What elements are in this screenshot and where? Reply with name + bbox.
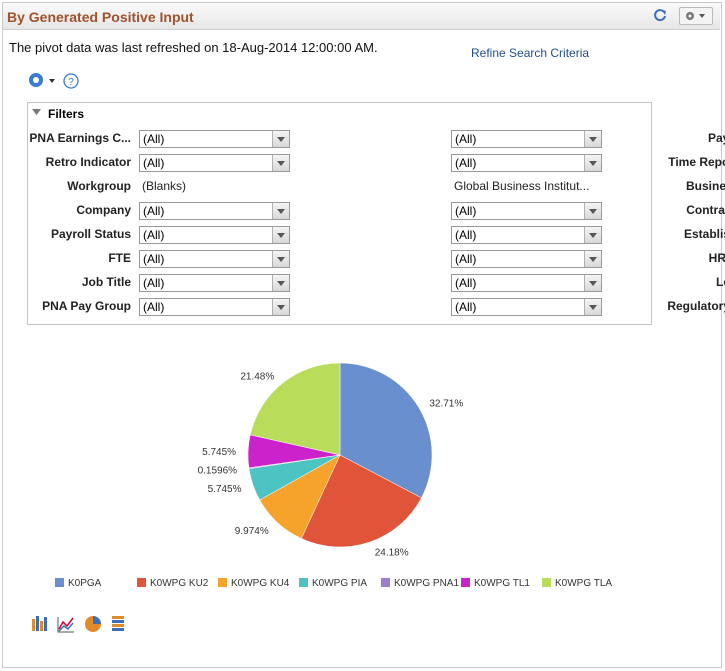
filter-select[interactable]: (All) bbox=[139, 202, 290, 220]
slice-label: 32.71% bbox=[429, 398, 463, 409]
filter-value: (All) bbox=[143, 156, 165, 170]
slice-label: 9.974% bbox=[235, 526, 269, 537]
filter-label: Location bbox=[716, 275, 725, 289]
legend-swatch bbox=[461, 578, 470, 587]
filter-select[interactable]: (All) bbox=[139, 130, 290, 148]
dropdown-button[interactable] bbox=[584, 251, 601, 267]
filter-value: (All) bbox=[143, 276, 165, 290]
toolbar-icons[interactable]: ? bbox=[26, 71, 82, 91]
svg-text:?: ? bbox=[68, 77, 74, 88]
filter-select[interactable]: (All) bbox=[139, 250, 290, 268]
filter-label: Pay Entity bbox=[707, 131, 725, 145]
filter-select[interactable]: (All) bbox=[451, 154, 602, 172]
legend-label: K0PGA bbox=[68, 578, 102, 589]
slice-label: 24.18% bbox=[375, 548, 409, 559]
filter-select[interactable]: (All) bbox=[451, 298, 602, 316]
legend-swatch bbox=[381, 578, 390, 587]
filter-label: Business Unit bbox=[685, 179, 725, 193]
filter-label: Retro Indicator bbox=[45, 155, 131, 169]
filter-select[interactable]: (All) bbox=[451, 250, 602, 268]
filter-label: PNA Pay Group bbox=[42, 299, 131, 313]
legend-label: K0WPG PIA bbox=[312, 578, 367, 589]
filter-value: (All) bbox=[455, 204, 477, 218]
filter-select[interactable]: (All) bbox=[451, 274, 602, 292]
legend-swatch bbox=[299, 578, 308, 587]
filter-value: (All) bbox=[143, 132, 165, 146]
filter-select[interactable]: (All) bbox=[139, 226, 290, 244]
legend-swatch bbox=[55, 578, 64, 587]
dropdown-button[interactable] bbox=[272, 299, 289, 315]
filter-label: Company bbox=[76, 203, 131, 217]
dropdown-button[interactable] bbox=[272, 251, 289, 267]
collapse-arrow[interactable] bbox=[32, 109, 42, 117]
filter-value: (All) bbox=[455, 156, 477, 170]
filter-label: Establishment bbox=[683, 227, 725, 241]
filters-box: Filters PNA Earnings C... (All) Retro Indi… bbox=[27, 102, 725, 325]
filter-label: PNA Earnings C... bbox=[29, 131, 131, 145]
dropdown-button[interactable] bbox=[272, 275, 289, 291]
dropdown-button[interactable] bbox=[584, 203, 601, 219]
filter-label: Workgroup bbox=[67, 179, 131, 193]
refresh-text: The pivot data was last refreshed on 18-… bbox=[9, 40, 378, 55]
filter-value: (All) bbox=[143, 300, 165, 314]
filter-label: Payroll Status bbox=[50, 227, 131, 241]
header-title: By Generated Positive Input bbox=[7, 9, 194, 25]
legend-swatch bbox=[542, 578, 551, 587]
filter-value: (All) bbox=[455, 300, 477, 314]
filter-value: (All) bbox=[143, 228, 165, 242]
slice-label: 5.745% bbox=[202, 447, 236, 458]
filter-value: (All) bbox=[455, 132, 477, 146]
dropdown-button[interactable] bbox=[584, 155, 601, 171]
filter-value: (All) bbox=[143, 252, 165, 266]
filter-label: Regulatory Reg... bbox=[667, 299, 725, 313]
dropdown-button[interactable] bbox=[584, 299, 601, 315]
dropdown-button[interactable] bbox=[272, 203, 289, 219]
filter-select[interactable]: (All) bbox=[451, 202, 602, 220]
legend-label: K0WPG TLA bbox=[555, 578, 612, 589]
legend-swatch bbox=[218, 578, 227, 587]
filter-label: FTE bbox=[108, 251, 131, 265]
legend-label: K0WPG TL1 bbox=[474, 578, 530, 589]
filter-label: Job Title bbox=[81, 275, 131, 289]
filter-select[interactable]: (All) bbox=[139, 298, 290, 316]
filter-label: Contract Type bbox=[686, 203, 725, 217]
refine-link[interactable]: Refine Search Criteria bbox=[471, 46, 590, 60]
legend-label: K0WPG KU4 bbox=[231, 578, 290, 589]
slice-label: 5.745% bbox=[208, 484, 242, 495]
chart-type-icons[interactable] bbox=[30, 613, 130, 635]
filter-value: (Blanks) bbox=[142, 179, 187, 193]
filter-select[interactable]: (All) bbox=[451, 130, 602, 148]
filter-label: Time Reporting... bbox=[668, 155, 725, 169]
filter-value: (All) bbox=[455, 252, 477, 266]
legend-swatch bbox=[137, 578, 146, 587]
dropdown-button[interactable] bbox=[584, 275, 601, 291]
options-button[interactable] bbox=[679, 7, 713, 25]
filter-value: Global Business Institut... bbox=[454, 179, 590, 193]
slice-label: 21.48% bbox=[240, 371, 274, 382]
filter-value: (All) bbox=[455, 276, 477, 290]
dropdown-button[interactable] bbox=[272, 155, 289, 171]
filter-label: HR Status bbox=[708, 251, 725, 265]
refresh-icon[interactable] bbox=[653, 8, 667, 22]
filter-select[interactable]: (All) bbox=[139, 154, 290, 172]
pie-slice bbox=[339, 362, 433, 499]
pie-slice bbox=[249, 362, 341, 456]
filter-select[interactable]: (All) bbox=[451, 226, 602, 244]
pie-slice bbox=[301, 454, 422, 548]
legend-label: K0WPG KU2 bbox=[150, 578, 209, 589]
filter-value: (All) bbox=[143, 204, 165, 218]
filters-title: Filters bbox=[48, 107, 85, 121]
dropdown-button[interactable] bbox=[272, 131, 289, 147]
header-bar: By Generated Positive Input bbox=[3, 3, 720, 30]
filter-select[interactable]: (All) bbox=[139, 274, 290, 292]
dropdown-button[interactable] bbox=[584, 131, 601, 147]
filter-value: (All) bbox=[455, 228, 477, 242]
dropdown-button[interactable] bbox=[272, 227, 289, 243]
legend-label: K0WPG PNA1 bbox=[394, 578, 459, 589]
slice-label: 0.1596% bbox=[198, 466, 238, 477]
dropdown-button[interactable] bbox=[584, 227, 601, 243]
